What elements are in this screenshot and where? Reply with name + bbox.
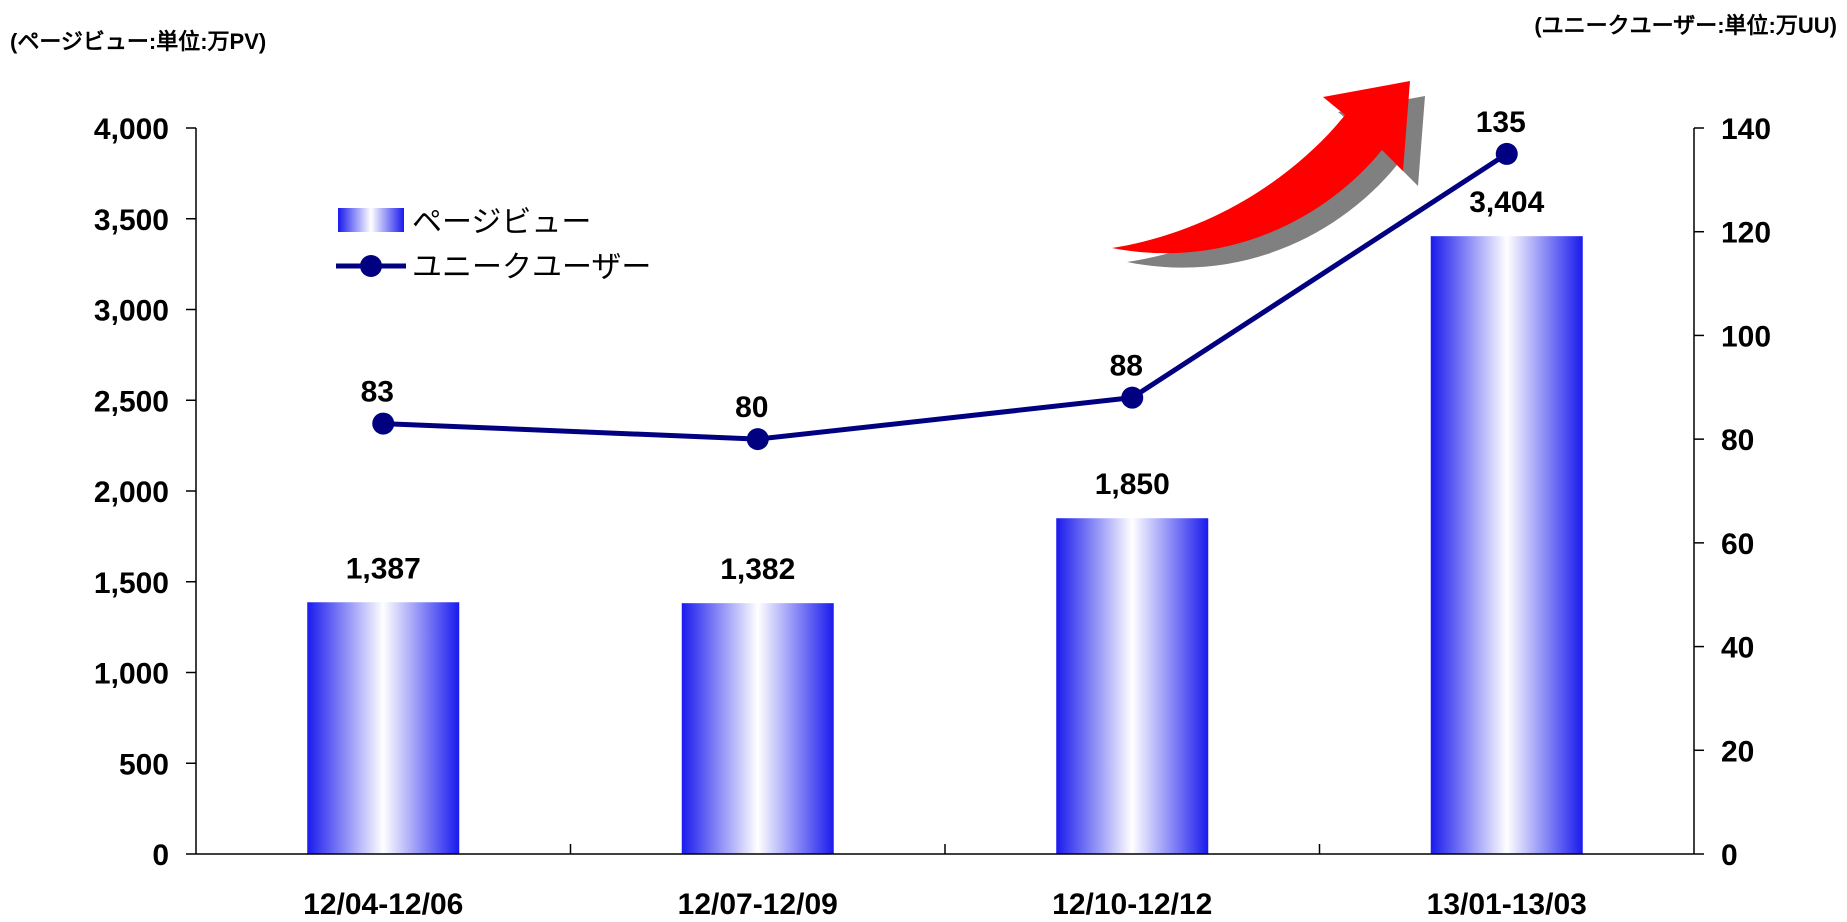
line-point (746, 428, 769, 451)
line-data-label: 80 (735, 391, 768, 424)
left-tick-label: 1,500 (94, 567, 169, 600)
bar-data-label: 1,387 (346, 552, 421, 585)
right-tick-label: 140 (1721, 113, 1771, 146)
legend-bar-label: ページビュー (412, 205, 591, 240)
bar-data-labels: 1,387 1,382 1,850 3,404 (346, 186, 1545, 586)
left-tick-label: 500 (119, 748, 169, 781)
arrow-body (1112, 81, 1410, 254)
line-data-label: 135 (1476, 106, 1526, 139)
category-label: 13/01-13/03 (1427, 888, 1587, 921)
legend-bar-swatch (338, 208, 404, 232)
category-label: 12/10-12/12 (1052, 888, 1212, 921)
line-data-labels: 83 80 88 135 (361, 106, 1526, 424)
bar (1430, 236, 1583, 854)
line-data-label: 83 (361, 376, 394, 409)
right-axis-ticks: 0 20 40 60 80 100 120 140 (1694, 113, 1771, 872)
bar-data-label: 1,850 (1095, 468, 1170, 501)
bar-data-label: 3,404 (1469, 186, 1544, 219)
category-labels: 12/04-12/06 12/07-12/09 12/10-12/12 13/01-1… (303, 888, 1587, 921)
bar (681, 603, 834, 854)
right-tick-label: 20 (1721, 735, 1754, 768)
left-tick-label: 2,500 (94, 385, 169, 418)
line-path (383, 151, 1509, 442)
right-tick-label: 120 (1721, 217, 1771, 250)
right-tick-label: 40 (1721, 632, 1754, 665)
line-point (372, 412, 395, 435)
left-tick-label: 3,500 (94, 204, 169, 237)
category-label: 12/07-12/09 (678, 888, 838, 921)
left-tick-label: 3,000 (94, 295, 169, 328)
bar (307, 602, 460, 854)
bar-series (307, 236, 1583, 854)
right-tick-label: 0 (1721, 839, 1738, 872)
right-tick-label: 80 (1721, 424, 1754, 457)
left-tick-label: 0 (152, 839, 169, 872)
left-axis-ticks: 0 500 1,000 1,500 2,000 2,500 3,000 3,500 4,000 (94, 113, 196, 872)
category-label: 12/04-12/06 (303, 888, 463, 921)
legend-line-marker (360, 255, 382, 277)
bar-data-label: 1,382 (720, 553, 795, 586)
line-point (1495, 142, 1518, 165)
right-tick-label: 60 (1721, 528, 1754, 561)
left-tick-label: 2,000 (94, 476, 169, 509)
right-tick-label: 100 (1721, 320, 1771, 353)
line-data-label: 88 (1110, 350, 1143, 383)
left-axis-unit-label: (ページビュー:単位:万PV) (10, 29, 267, 54)
red-upward-arrow-icon (1112, 81, 1425, 268)
line-point (1121, 386, 1144, 409)
legend-line-label: ユニークユーザー (412, 250, 651, 285)
line-series (372, 142, 1518, 451)
right-axis-unit-label: (ユニークユーザー:単位:万UU) (1534, 13, 1837, 38)
left-tick-label: 4,000 (94, 113, 169, 146)
left-tick-label: 1,000 (94, 658, 169, 691)
bar (1056, 518, 1209, 854)
